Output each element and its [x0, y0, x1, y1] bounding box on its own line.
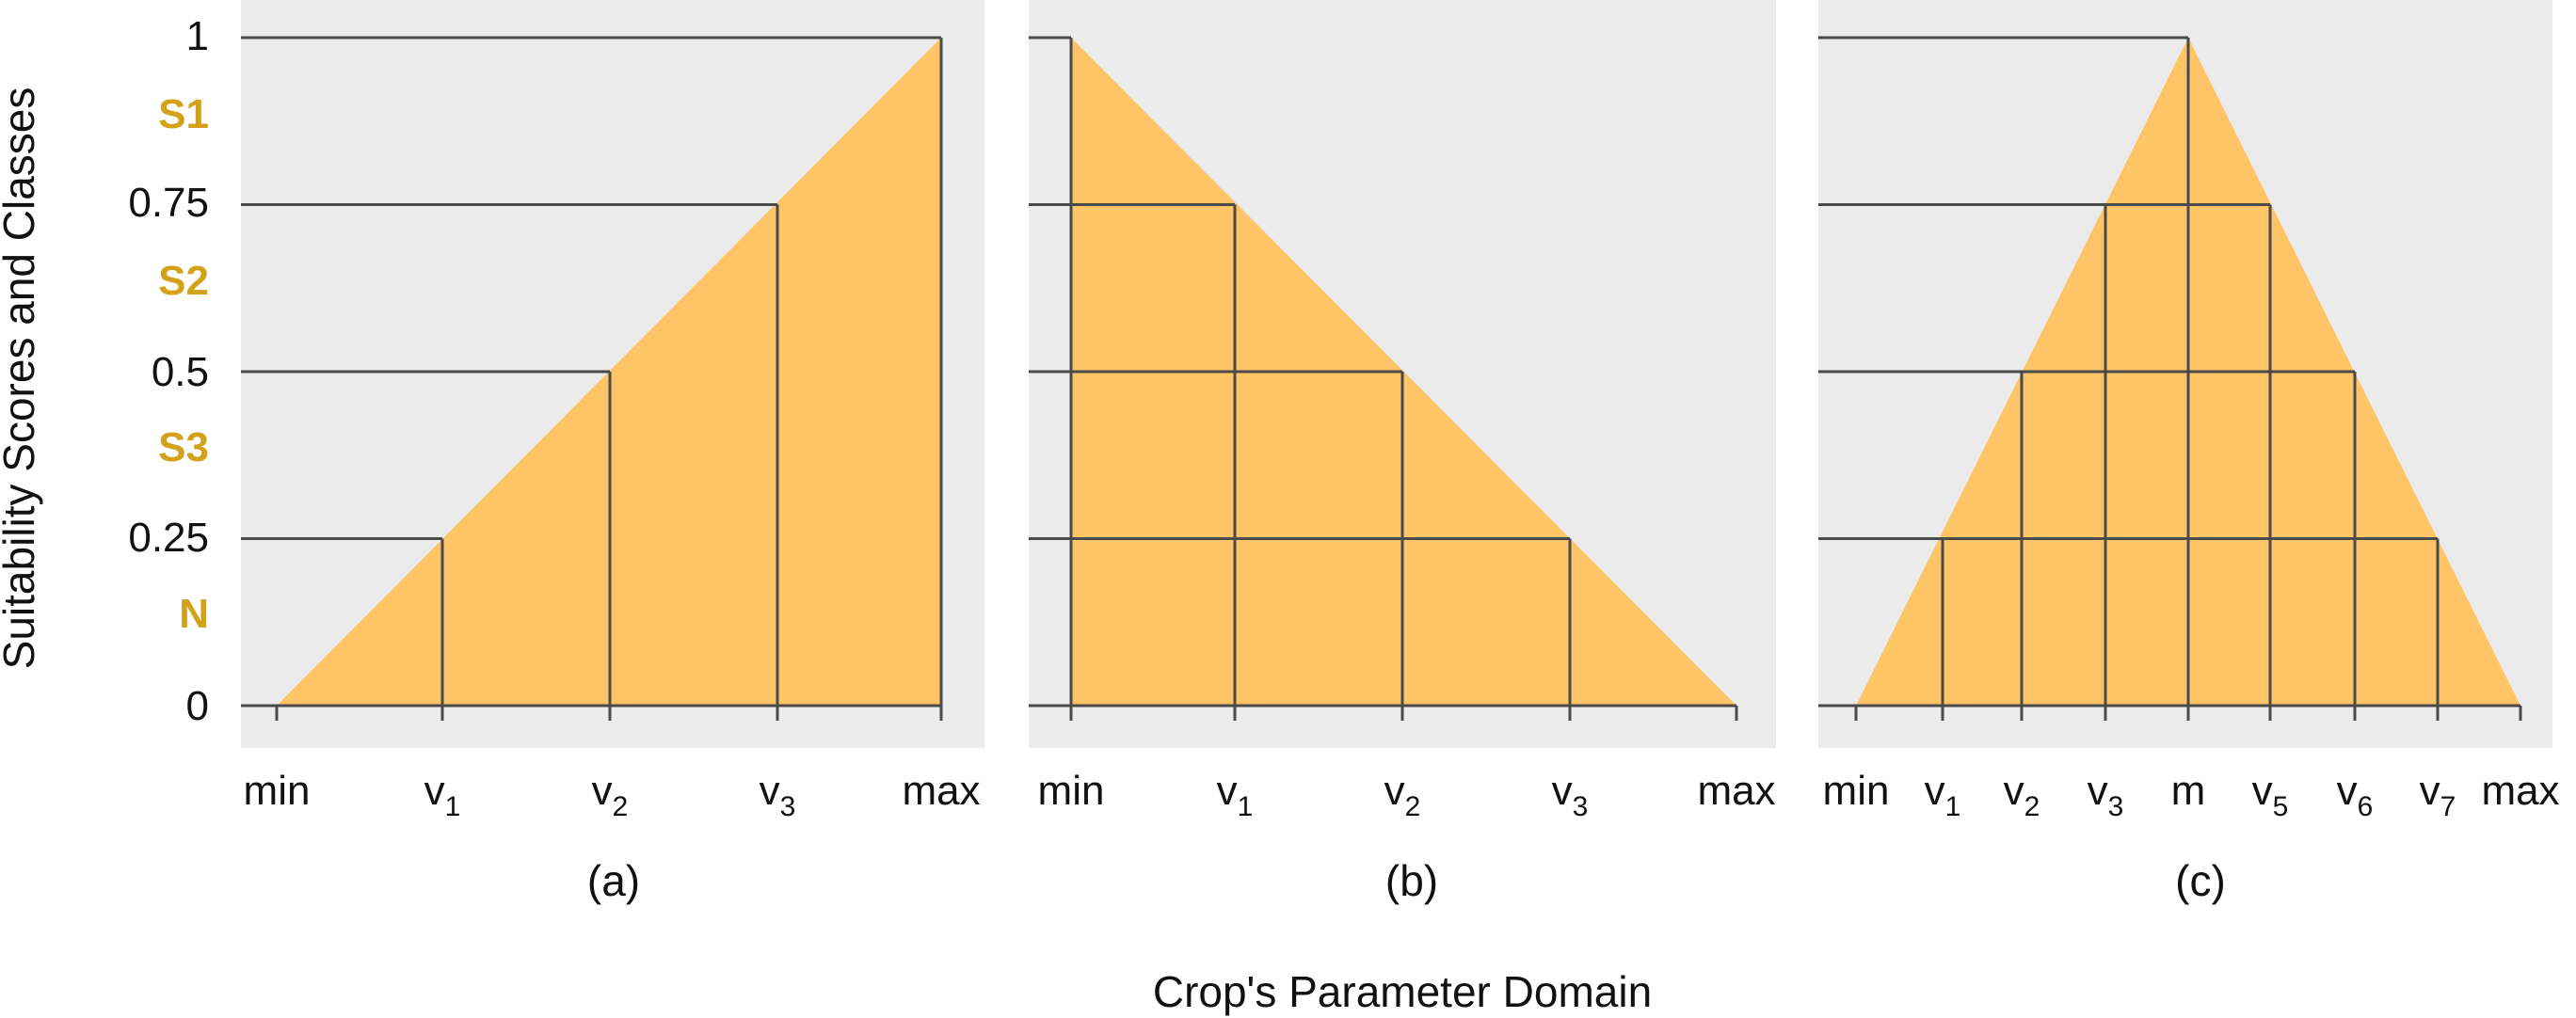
caption-a: (a)	[587, 856, 640, 905]
x-tick-label-v1: v1	[1925, 768, 1961, 822]
caption-b: (b)	[1385, 856, 1438, 905]
class-n: N	[179, 591, 209, 637]
x-tick-label-max: max	[1697, 768, 1775, 814]
caption-c: (c)	[2175, 856, 2226, 905]
x-tick-label-min: min	[1823, 768, 1890, 814]
class-s2: S2	[158, 258, 209, 304]
x-tick-label-v5: v5	[2252, 768, 2289, 822]
x-tick-label-v6: v6	[2337, 768, 2374, 822]
x-tick-label-v1: v1	[424, 768, 461, 822]
panel-a: min v1 v2 v3 max	[241, 0, 984, 822]
y-tick-0-25: 0.25	[128, 515, 209, 561]
y-axis-title: Suitability Scores and Classes	[0, 87, 43, 670]
class-s3: S3	[158, 424, 209, 470]
x-tick-label-v3: v3	[1552, 768, 1589, 822]
x-tick-label-min: min	[244, 768, 311, 814]
x-tick-label-v2: v2	[592, 768, 629, 822]
x-tick-label-v2: v2	[1384, 768, 1421, 822]
y-tick-1: 1	[186, 13, 209, 59]
panel-c: min v1 v2 v3 m v5 v6 v7 max	[1818, 0, 2560, 822]
y-tick-0-75: 0.75	[128, 180, 209, 226]
x-tick-label-v2: v2	[2004, 768, 2040, 822]
y-tick-0: 0	[186, 683, 209, 729]
x-tick-label-max: max	[2481, 768, 2559, 814]
x-tick-label-m: m	[2171, 768, 2206, 814]
x-tick-label-v7: v7	[2420, 768, 2456, 822]
x-tick-label-v3: v3	[760, 768, 796, 822]
x-tick-label-v1: v1	[1217, 768, 1254, 822]
x-tick-label-max: max	[902, 768, 980, 814]
class-s1: S1	[158, 91, 209, 137]
x-tick-label-v3: v3	[2088, 768, 2124, 822]
x-axis-title: Crop's Parameter Domain	[1153, 967, 1652, 1016]
panel-b: min v1 v2 v3 max	[1029, 0, 1776, 822]
y-tick-0-5: 0.5	[152, 349, 209, 395]
x-tick-label-min: min	[1038, 768, 1105, 814]
